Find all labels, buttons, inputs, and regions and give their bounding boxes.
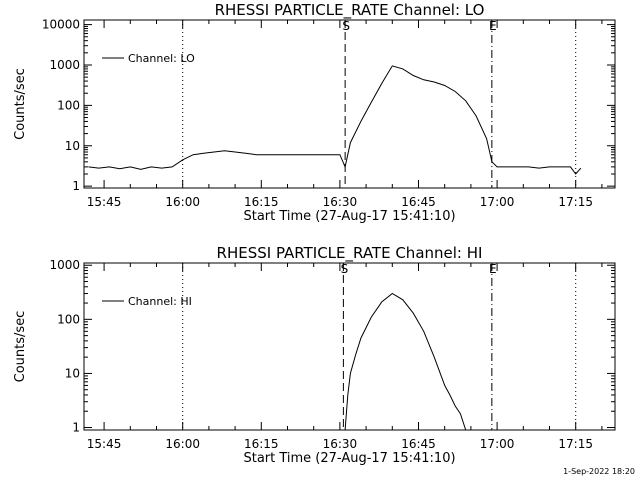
x-axis-label: Start Time (27-Aug-17 15:41:10)	[243, 451, 455, 466]
y-tick-label: 100	[57, 312, 80, 326]
x-tick-label: 17:00	[480, 195, 515, 209]
chart-title: RHESSI PARTICLE_RATE Channel: HI	[217, 244, 483, 263]
y-tick-label: 1000	[49, 58, 80, 72]
y-axis-label: Counts/sec	[13, 311, 28, 383]
y-axis-label: Counts/sec	[13, 68, 28, 140]
x-tick-label: 16:00	[165, 195, 200, 209]
x-tick-label: 15:45	[87, 437, 122, 451]
x-tick-label: 16:45	[401, 437, 436, 451]
marker-label-s: S	[341, 262, 349, 276]
x-tick-label: 17:15	[558, 437, 593, 451]
x-tick-label: 16:15	[244, 195, 279, 209]
series-line-0	[88, 65, 582, 175]
y-tick-label: 10	[65, 139, 80, 153]
x-tick-label: 17:15	[558, 195, 593, 209]
marker-label-s: S	[342, 19, 350, 33]
x-tick-label: 17:00	[480, 437, 515, 451]
footer-timestamp: 1-Sep-2022 18:20	[563, 467, 635, 476]
plot-frame	[83, 262, 616, 431]
panel-hi-channel: RHESSI PARTICLE_RATE Channel: HI 15:45 16:…	[13, 244, 616, 466]
y-tick-label: 1000	[49, 258, 80, 272]
y-tick-label: 1	[72, 179, 80, 193]
legend-label: Channel: HI	[128, 295, 192, 308]
plot-frame	[83, 19, 616, 189]
y-tick-label: 1	[72, 421, 80, 435]
legend-label: Channel: LO	[128, 52, 195, 65]
x-tick-label: 16:30	[323, 437, 358, 451]
marker-label-e: E	[489, 19, 497, 33]
x-tick-label: 16:45	[401, 195, 436, 209]
y-tick-label: 10000	[42, 18, 80, 32]
panel-lo-channel: RHESSI PARTICLE_RATE Channel: LO 15:45 16:…	[13, 1, 616, 224]
x-tick-label: 16:00	[165, 437, 200, 451]
chart-title: RHESSI PARTICLE_RATE Channel: LO	[215, 1, 485, 20]
x-axis-label: Start Time (27-Aug-17 15:41:10)	[243, 209, 455, 224]
x-tick-label: 16:30	[323, 195, 358, 209]
series-line-0	[344, 292, 467, 431]
y-tick-label: 10	[65, 366, 80, 380]
x-tick-label: 16:15	[244, 437, 279, 451]
y-tick-label: 100	[57, 98, 80, 112]
marker-label-e: E	[489, 262, 497, 276]
x-tick-label: 15:45	[87, 195, 122, 209]
